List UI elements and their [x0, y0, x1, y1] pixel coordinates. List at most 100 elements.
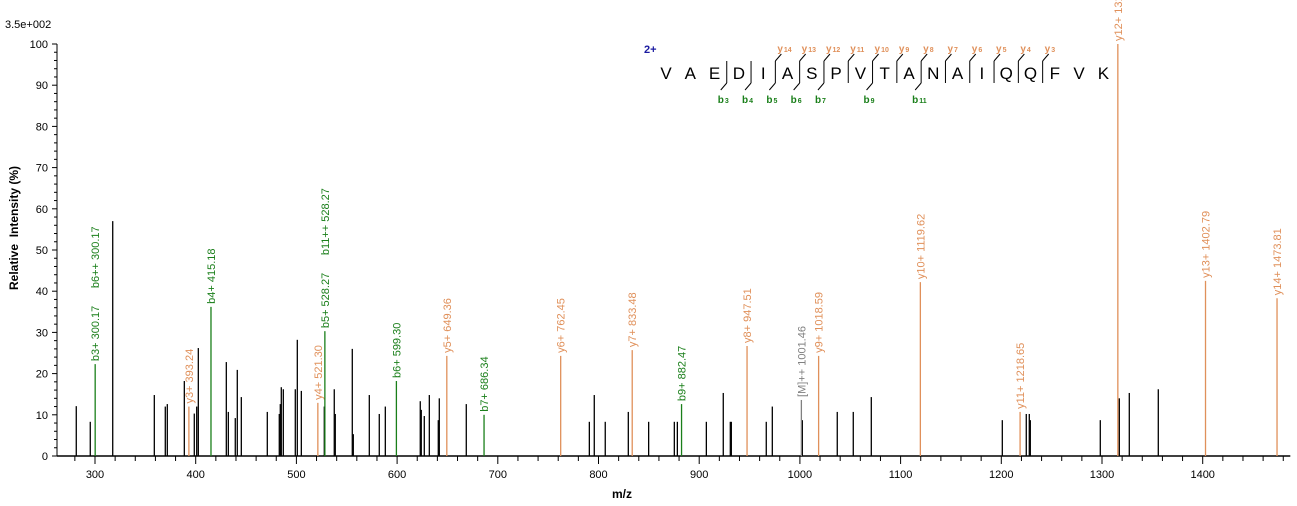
- y-ion-label: y9+ 1018.59: [814, 292, 826, 353]
- y-tick-label: 0: [42, 451, 48, 463]
- x-tick-label: 600: [388, 469, 406, 481]
- x-tick-label: 1100: [889, 469, 913, 481]
- y-ion-tick: [872, 53, 879, 62]
- b-ion-marker: b5: [766, 95, 777, 106]
- b-ion-marker: b9: [864, 95, 875, 106]
- residue: D: [733, 64, 745, 83]
- b-ion-tick: [744, 82, 752, 91]
- y-tick-label: 100: [30, 39, 48, 51]
- residue: I: [980, 64, 985, 83]
- x-tick-label: 900: [690, 469, 708, 481]
- y-ion-marker: y3: [1045, 44, 1056, 55]
- y-ion-tick: [799, 53, 807, 62]
- y-ion-label: y14+ 1473.81: [1272, 228, 1284, 295]
- b-ion-tick: [914, 82, 922, 91]
- b-ion-label: b5+ 528.27: [320, 273, 332, 328]
- residue: E: [709, 64, 720, 83]
- residue: V: [855, 64, 867, 83]
- y-tick-label: 10: [36, 410, 48, 422]
- b-ion-tick: [720, 82, 728, 91]
- x-tick-label: 500: [287, 469, 305, 481]
- y-tick-label: 80: [36, 121, 48, 133]
- b-ion-label: b6+ 599.30: [391, 323, 403, 378]
- y-ion-label: y12+ 1315.73: [1113, 0, 1125, 41]
- residue: T: [880, 64, 890, 83]
- y-tick-label: 90: [36, 80, 48, 92]
- y-ion-label: y4+ 521.30: [313, 345, 325, 400]
- residue: I: [761, 64, 766, 83]
- x-tick-label: 1000: [788, 469, 812, 481]
- y-ion-tick: [993, 53, 1001, 62]
- y-ion-tick: [969, 53, 977, 62]
- y-ion-marker: y6: [972, 44, 983, 55]
- intensity-scale-label: 3.5e+002: [5, 19, 51, 31]
- y-ion-label: y6+ 762.45: [556, 298, 568, 353]
- y-tick-label: 30: [36, 327, 48, 339]
- y-ion-label: y11+ 1218.65: [1015, 343, 1027, 409]
- b-ion-tick: [793, 82, 801, 91]
- b-ion-label: b7+ 686.34: [479, 356, 491, 411]
- b-ion-label: b4+ 415.18: [206, 248, 218, 303]
- residue: Q: [1024, 64, 1037, 83]
- y-tick-label: 50: [36, 245, 48, 257]
- residue: P: [830, 64, 841, 83]
- y-ion-tick: [823, 53, 831, 62]
- y-ion-tick: [920, 53, 928, 62]
- b-ion-tick: [866, 82, 873, 91]
- residue: V: [1073, 64, 1085, 83]
- peak-annotations: b3+ 300.17 b6++ 300.17 y3+ 393.24 b4+ 415.1…: [90, 0, 1284, 456]
- axes: 300 400 500 600 700 800 900 1000 1100 1200 1300 140…: [30, 39, 1291, 481]
- y-axis-label: Relative Intensity (%): [7, 166, 21, 290]
- x-tick-label: 400: [187, 469, 205, 481]
- b-ion-label: b11++ 528.27: [320, 188, 332, 255]
- y-ion-marker: y8: [923, 44, 934, 55]
- y-ion-marker: y12: [826, 44, 840, 55]
- x-tick-label: 1200: [989, 469, 1013, 481]
- residue: V: [660, 64, 672, 83]
- x-tick-label: 700: [489, 469, 507, 481]
- y-tick-label: 40: [36, 286, 48, 298]
- y-ion-label: y10+ 1119.62: [915, 214, 927, 279]
- y-ion-label: y7+ 833.48: [627, 292, 639, 347]
- y-tick-label: 20: [36, 369, 48, 381]
- residue: A: [903, 64, 915, 83]
- x-tick-label: 1300: [1090, 469, 1114, 481]
- b-ion-marker: b3: [718, 95, 729, 106]
- x-tick-label: 800: [589, 469, 607, 481]
- peaks: [75, 221, 1159, 456]
- y-ion-tick: [1042, 53, 1050, 62]
- y-ion-label: y8+ 947.51: [742, 288, 754, 343]
- y-ion-tick: [847, 53, 855, 62]
- b-ion-marker: b4: [742, 95, 753, 106]
- residue: K: [1098, 64, 1110, 83]
- residue: A: [685, 64, 697, 83]
- y-tick-label: 70: [36, 163, 48, 175]
- b-ion-marker: b6: [791, 95, 802, 106]
- y-ion-tick: [896, 53, 904, 62]
- residue: F: [1050, 64, 1060, 83]
- b-ion-marker: b11: [912, 95, 927, 106]
- y-ion-tick: [774, 53, 782, 62]
- b-ion-tick: [817, 82, 825, 91]
- y-ion-marker: y14: [777, 44, 791, 55]
- x-tick-label: 1400: [1190, 469, 1214, 481]
- y-ion-marker: y5: [996, 44, 1007, 55]
- residue: N: [927, 64, 939, 83]
- y-ion-label: y3+ 393.24: [184, 349, 196, 404]
- y-ion-tick: [945, 53, 952, 62]
- y-ion-marker: y10: [875, 44, 889, 55]
- b-ion-tick: [768, 82, 776, 91]
- b-ion-label: b9+ 882.47: [677, 346, 689, 401]
- y-tick-label: 60: [36, 204, 48, 216]
- x-axis-label: m/z: [612, 487, 632, 501]
- y-ion-tick: [1017, 53, 1025, 62]
- y-ion-label: y5+ 649.36: [442, 298, 454, 353]
- y-ion-marker: y11: [850, 44, 864, 55]
- y-ion-marker: y13: [802, 44, 816, 55]
- y-ion-marker: y4: [1020, 44, 1031, 55]
- residue: A: [952, 64, 964, 83]
- residue: Q: [1000, 64, 1013, 83]
- precursor-ion-label: [M]++ 1001.46: [796, 326, 808, 397]
